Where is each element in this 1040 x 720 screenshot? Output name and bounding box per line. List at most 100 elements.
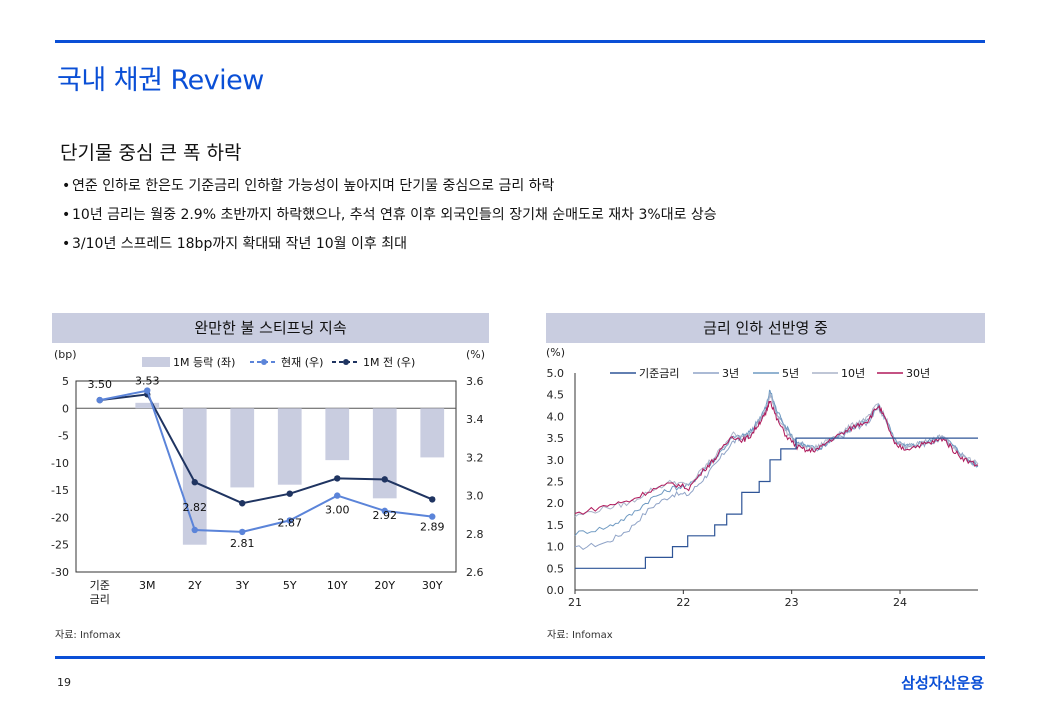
legend-label: 기준금리 [639,367,679,380]
bullet-item: • 연준 인하로 한은도 기준금리 인하할 가능성이 높아지며 단기물 중심으로 … [62,175,717,204]
series-point [144,387,151,394]
right-tick-label: 3.6 [466,375,484,388]
legend-marker [343,359,349,365]
left-tick-label: -30 [51,566,69,579]
x-tick-label: 21 [568,596,582,609]
series-point [96,396,103,404]
data-label: 3.53 [135,374,160,387]
legend-marker [261,359,267,365]
category-label: 5Y [283,579,297,592]
series-line [99,393,433,505]
right-tick-label: 3.0 [466,490,484,503]
chart2-title: 금리 인하 선반영 중 [546,313,985,343]
left-axis-unit: (bp) [54,348,77,361]
y-tick-label: 1.0 [547,541,565,554]
bullet-text: 연준 인하로 한은도 기준금리 인하할 가능성이 높아지며 단기물 중심으로 금… [72,178,555,194]
data-label: 2.87 [278,516,303,529]
series-point [381,476,388,483]
series-point [429,496,436,503]
y-tick-label: 2.5 [547,476,565,489]
series-line [574,401,979,515]
bar-1m-change [325,408,350,461]
bar-1m-change [372,408,397,499]
right-tick-label: 3.4 [466,413,484,426]
legend-label: 5년 [782,367,799,380]
section-subtitle: 단기물 중심 큰 폭 하락 [60,142,242,164]
x-tick-label: 24 [893,596,907,609]
right-tick-label: 2.8 [466,528,484,541]
right-axis-unit: (%) [466,348,485,361]
bar-1m-change [277,408,302,485]
top-rule [55,40,985,43]
rates-history-chart: (%) 5.0 4.5 4.0 3.5 3.0 2.5 2.0 1.5 1.0 0.5 0.021 22… [546,346,979,609]
legend-label: 1M 전 (우) [363,356,415,369]
right-tick-label: 2.6 [466,566,484,579]
page-title: 국내 채권 Review [57,65,264,96]
category-label: 20Y [374,579,395,592]
left-tick-label: 5 [62,375,69,388]
y-tick-label: 3.0 [547,454,565,467]
data-label: 3.50 [88,378,113,391]
chart1-source: 자료: Infomax [55,630,121,641]
data-label: 2.81 [230,537,255,550]
legend-label: 3년 [722,367,739,380]
category-label: 기준 [90,579,110,592]
data-label: 3.00 [325,504,350,517]
bullet-item: • 3/10년 스프레드 18bp까지 확대돼 작년 10월 이후 최대 [62,233,717,262]
bullet-dot-icon: • [62,178,71,194]
chart1-legend: 1M 등락 (좌) 현재 (우) 1M 전 (우) [142,356,415,369]
bullet-text: 3/10년 스프레드 18bp까지 확대돼 작년 10월 이후 최대 [72,236,407,252]
chart2-legend: 기준금리 3년 5년 10년 30년 [610,367,930,380]
series-point [381,507,388,515]
y-axis-unit: (%) [546,346,565,359]
category-label: 10Y [327,579,348,592]
y-tick-label: 5.0 [547,367,565,380]
bar-1m-change [230,408,255,488]
left-tick-label: -25 [51,539,69,552]
left-tick-label: -5 [58,430,69,443]
y-tick-label: 3.5 [547,432,565,445]
series-line [99,389,433,533]
y-tick-label: 1.5 [547,519,565,532]
y-tick-label: 4.5 [547,389,565,402]
right-tick-label: 3.2 [466,451,484,464]
x-tick-label: 22 [676,596,690,609]
x-tick-label: 23 [785,596,799,609]
page-number: 19 [57,676,71,689]
left-tick-label: 0 [62,402,69,415]
bullet-dot-icon: • [62,236,71,252]
yield-curve-change-chart: (bp) (%) 1M 등락 (좌) 현재 (우) 1M 전 (우) 5 0 -5 -10 -15… [51,348,485,606]
category-label: 3M [139,579,156,592]
bullet-item: • 10년 금리는 월중 2.9% 초반까지 하락했으나, 추석 연휴 이후 외국… [62,204,717,233]
bullet-dot-icon: • [62,207,71,223]
data-label: 2.89 [420,521,445,534]
left-tick-label: -15 [51,484,69,497]
legend-label: 현재 (우) [281,356,323,369]
series-point [191,526,198,534]
series-point [239,528,246,536]
left-tick-label: -20 [51,511,69,524]
bar-1m-change [135,402,160,409]
series-point [334,492,341,499]
chart2-source: 자료: Infomax [547,630,613,641]
category-label: 30Y [422,579,443,592]
legend-label: 10년 [841,367,865,380]
y-tick-label: 0.5 [547,562,565,575]
series-line [574,389,979,536]
y-tick-label: 4.0 [547,410,565,423]
bottom-rule [55,656,985,659]
series-point [334,475,341,482]
legend-label: 1M 등락 (좌) [173,356,235,369]
category-label: 2Y [188,579,202,592]
left-tick-label: -10 [51,457,69,470]
series-point [191,479,198,486]
series-line [574,393,979,518]
series-point [239,500,246,507]
category-label: 3Y [235,579,249,592]
series-point [429,513,436,520]
series-line [575,437,978,569]
brand-logo: 삼성자산운용 [901,674,984,692]
data-label: 2.92 [373,509,398,522]
series-point [286,517,293,524]
y-tick-label: 0.0 [547,584,565,597]
